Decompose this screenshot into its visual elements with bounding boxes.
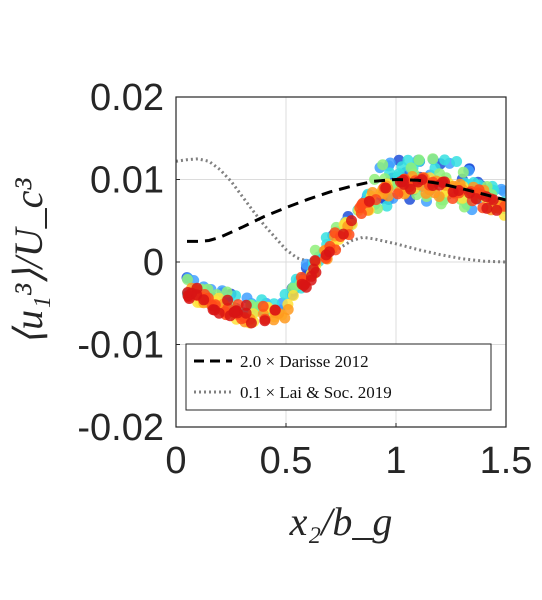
y-tick-label: 0.01 bbox=[90, 160, 164, 202]
scatter-point bbox=[363, 195, 375, 207]
scatter-point bbox=[439, 154, 451, 166]
scatter-point bbox=[221, 286, 233, 298]
scatter-point bbox=[222, 294, 234, 306]
scatter-point bbox=[282, 304, 294, 315]
legend: 2.0 × Darisse 2012 0.1 × Lai & Soc. 2019 bbox=[185, 343, 492, 411]
scatter-point bbox=[355, 208, 367, 219]
scatter-point bbox=[481, 202, 493, 214]
legend-label-darisse: 2.0 × Darisse 2012 bbox=[240, 352, 369, 371]
x-axis-title: x₂/b_g bbox=[289, 499, 393, 544]
scatter-point bbox=[259, 315, 271, 327]
legend-label-lai: 0.1 × Lai & Soc. 2019 bbox=[240, 383, 392, 402]
scatter-point bbox=[491, 204, 503, 216]
scatter-point bbox=[309, 255, 321, 267]
y-tick-label: -0.01 bbox=[77, 325, 164, 367]
y-tick-label: 0.02 bbox=[90, 77, 164, 119]
x-tick-label: 1 bbox=[385, 440, 406, 482]
y-tick-label: -0.02 bbox=[77, 407, 164, 449]
scatter-point bbox=[230, 290, 242, 302]
x-tick-label: 0.5 bbox=[260, 440, 313, 482]
scatter-point bbox=[470, 193, 482, 205]
scatter-point bbox=[413, 154, 425, 166]
scatter-point bbox=[182, 274, 193, 285]
scatter-point bbox=[269, 304, 281, 316]
scatter-point bbox=[381, 200, 393, 212]
scatter-point bbox=[458, 201, 470, 213]
scatter-point bbox=[245, 317, 257, 329]
axis-ticks: 0 0.5 1 1.5 0.02 0.01 0 -0.01 -0.02 bbox=[77, 77, 532, 482]
legend-box bbox=[185, 343, 492, 411]
scatter-point bbox=[182, 287, 194, 298]
scatter-point bbox=[300, 281, 312, 293]
scatter-point bbox=[433, 191, 445, 202]
scatter-point bbox=[457, 166, 469, 178]
scatter-point bbox=[416, 174, 428, 186]
scatter-point bbox=[240, 299, 252, 311]
scatter-point bbox=[207, 304, 219, 316]
series-line-darisse bbox=[187, 177, 506, 243]
scatter-point bbox=[240, 307, 252, 319]
y-tick-label: 0 bbox=[143, 242, 164, 284]
x-tick-label: 1.5 bbox=[480, 440, 533, 482]
x-tick-label: 0 bbox=[165, 440, 186, 482]
scatter-point bbox=[337, 228, 349, 240]
scatter-point bbox=[191, 289, 203, 301]
y-axis-title: ⟨u₁³⟩/U_c³ bbox=[6, 178, 51, 346]
scatter-point bbox=[279, 288, 291, 300]
reference-curves-overlay bbox=[187, 177, 506, 243]
scatter-point bbox=[420, 187, 432, 199]
scatter-point bbox=[447, 186, 459, 198]
scatter-point bbox=[427, 153, 439, 165]
scatter-point bbox=[231, 305, 242, 317]
scatter-point bbox=[309, 244, 321, 256]
scatter-point bbox=[287, 290, 299, 301]
scatter-point bbox=[380, 182, 392, 194]
scatter-point bbox=[306, 270, 317, 282]
scatter-point bbox=[346, 215, 357, 227]
scatter-point bbox=[323, 246, 335, 258]
scatter-point bbox=[392, 188, 404, 200]
scatter-point bbox=[372, 203, 384, 214]
scatter-point bbox=[257, 300, 269, 312]
scatter-point bbox=[451, 156, 463, 167]
scatter-point bbox=[377, 159, 389, 171]
